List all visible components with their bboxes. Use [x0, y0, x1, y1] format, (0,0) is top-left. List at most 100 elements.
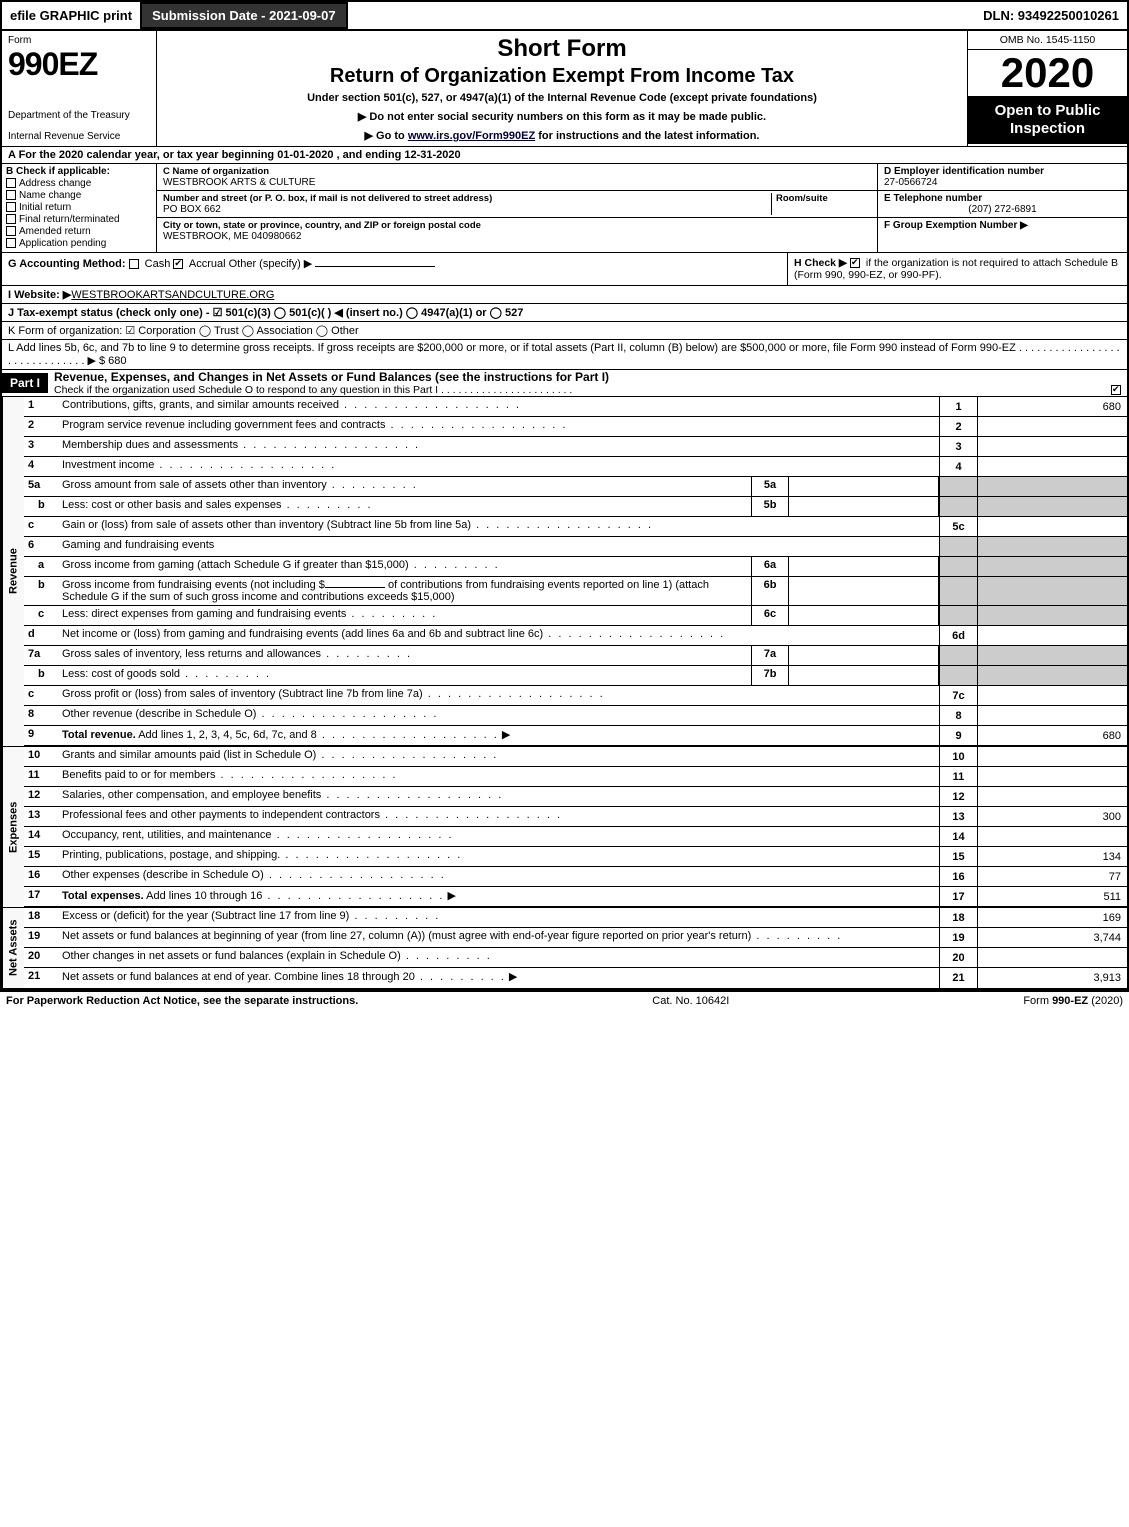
ln-subval — [789, 497, 939, 516]
arrow2-pre: ▶ Go to — [365, 130, 408, 142]
ln-rnum — [939, 477, 977, 496]
line-9: 9 Total revenue. Add lines 1, 2, 3, 4, 5… — [24, 726, 1127, 746]
ln-num: 9 — [24, 726, 58, 745]
chk-name-change[interactable] — [6, 190, 16, 200]
e-phone-label: E Telephone number — [884, 193, 1121, 204]
ln-num: 1 — [24, 397, 58, 416]
ln-num: 4 — [24, 457, 58, 476]
ln-num: b — [24, 497, 58, 516]
footer-right: Form 990-EZ (2020) — [1023, 995, 1123, 1007]
ln-amount: 169 — [977, 908, 1127, 927]
ln-desc: Printing, publications, postage, and shi… — [58, 847, 939, 866]
g-label: G Accounting Method: — [8, 258, 126, 270]
ln-subnum: 5b — [751, 497, 789, 516]
ln-rnum: 13 — [939, 807, 977, 826]
ln-desc: Membership dues and assessments — [58, 437, 939, 456]
ln-amount — [977, 417, 1127, 436]
i-label: I Website: ▶ — [8, 289, 71, 301]
ln-num: 8 — [24, 706, 58, 725]
ln-amount — [977, 517, 1127, 536]
ln-desc: Other changes in net assets or fund bala… — [58, 948, 939, 967]
ln-subnum: 5a — [751, 477, 789, 496]
ln-num: 12 — [24, 787, 58, 806]
irs-link[interactable]: www.irs.gov/Form990EZ — [408, 130, 535, 142]
side-netassets: Net Assets — [2, 908, 24, 988]
line-12: 12 Salaries, other compensation, and emp… — [24, 787, 1127, 807]
f-group-label: F Group Exemption Number ▶ — [884, 220, 1121, 231]
ln-amount — [977, 787, 1127, 806]
ln-rnum: 10 — [939, 747, 977, 766]
dln-label: DLN: 93492250010261 — [975, 4, 1127, 27]
ln-subval — [789, 557, 939, 576]
line-l: L Add lines 5b, 6c, and 7b to line 9 to … — [0, 340, 1129, 370]
ln-subval — [789, 646, 939, 665]
k-text: K Form of organization: ☑ Corporation ◯ … — [8, 325, 359, 337]
ln-num: 16 — [24, 867, 58, 886]
ln-amount: 511 — [977, 887, 1127, 906]
line-16: 16 Other expenses (describe in Schedule … — [24, 867, 1127, 887]
ln-amount — [977, 557, 1127, 576]
ln-rnum: 6d — [939, 626, 977, 645]
b-title: B Check if applicable: — [6, 166, 152, 177]
g-other-input[interactable] — [315, 266, 435, 267]
d-ein-label: D Employer identification number — [884, 166, 1121, 177]
g-cash: Cash — [145, 258, 171, 270]
ln-desc: Net assets or fund balances at end of ye… — [58, 968, 939, 988]
chk-label-0: Address change — [19, 178, 91, 189]
ln-desc: Excess or (deficit) for the year (Subtra… — [58, 908, 939, 927]
ln-amount — [977, 767, 1127, 786]
line-g-h: G Accounting Method: Cash Accrual Other … — [0, 253, 1129, 286]
ln-desc: Investment income — [58, 457, 939, 476]
chk-accrual[interactable] — [173, 259, 183, 269]
chk-schedule-o[interactable] — [1111, 385, 1121, 395]
ln-rnum: 16 — [939, 867, 977, 886]
chk-amended-return[interactable] — [6, 226, 16, 236]
line-k: K Form of organization: ☑ Corporation ◯ … — [0, 322, 1129, 340]
line-15: 15 Printing, publications, postage, and … — [24, 847, 1127, 867]
line-19: 19 Net assets or fund balances at beginn… — [24, 928, 1127, 948]
ln-amount: 134 — [977, 847, 1127, 866]
line-20: 20 Other changes in net assets or fund b… — [24, 948, 1127, 968]
line-10: 10 Grants and similar amounts paid (list… — [24, 747, 1127, 767]
ln-rnum: 20 — [939, 948, 977, 967]
ln-rnum: 21 — [939, 968, 977, 988]
chk-cash[interactable] — [129, 259, 139, 269]
line-2: 2 Program service revenue including gove… — [24, 417, 1127, 437]
chk-h[interactable] — [850, 258, 860, 268]
ln-desc: Contributions, gifts, grants, and simila… — [58, 397, 939, 416]
ln-num: b — [24, 666, 58, 685]
chk-application-pending[interactable] — [6, 238, 16, 248]
ln-subnum: 6a — [751, 557, 789, 576]
ln-desc: Gaming and fundraising events — [58, 537, 939, 556]
ln-num: 15 — [24, 847, 58, 866]
line-6d: d Net income or (loss) from gaming and f… — [24, 626, 1127, 646]
line-5b: b Less: cost or other basis and sales ex… — [24, 497, 1127, 517]
ln-num: 19 — [24, 928, 58, 947]
line-11: 11 Benefits paid to or for members 11 — [24, 767, 1127, 787]
ln-rnum: 11 — [939, 767, 977, 786]
room-suite-label: Room/suite — [776, 193, 828, 204]
chk-final-return[interactable] — [6, 214, 16, 224]
ln-desc: Net income or (loss) from gaming and fun… — [58, 626, 939, 645]
form-number: 990EZ — [8, 46, 150, 83]
revenue-section: Revenue 1 Contributions, gifts, grants, … — [0, 397, 1129, 990]
line-i: I Website: ▶WESTBROOKARTSANDCULTURE.ORG — [0, 286, 1129, 304]
ln-amount: 3,744 — [977, 928, 1127, 947]
chk-initial-return[interactable] — [6, 202, 16, 212]
ln-rnum: 12 — [939, 787, 977, 806]
line-6a: a Gross income from gaming (attach Sched… — [24, 557, 1127, 577]
ln-amount — [977, 686, 1127, 705]
submission-date-button[interactable]: Submission Date - 2021-09-07 — [140, 2, 348, 29]
ln-amount: 300 — [977, 807, 1127, 826]
ln-amount — [977, 626, 1127, 645]
ein-value: 27-0566724 — [884, 177, 1121, 188]
ln-rnum: 18 — [939, 908, 977, 927]
part-1-check-text: Check if the organization used Schedule … — [54, 384, 572, 396]
ln-num: 5a — [24, 477, 58, 496]
line-14: 14 Occupancy, rent, utilities, and maint… — [24, 827, 1127, 847]
ln-rnum — [939, 537, 977, 556]
ln-rnum: 2 — [939, 417, 977, 436]
chk-address-change[interactable] — [6, 178, 16, 188]
c-city-label: City or town, state or province, country… — [163, 220, 871, 231]
ln-desc: Occupancy, rent, utilities, and maintena… — [58, 827, 939, 846]
